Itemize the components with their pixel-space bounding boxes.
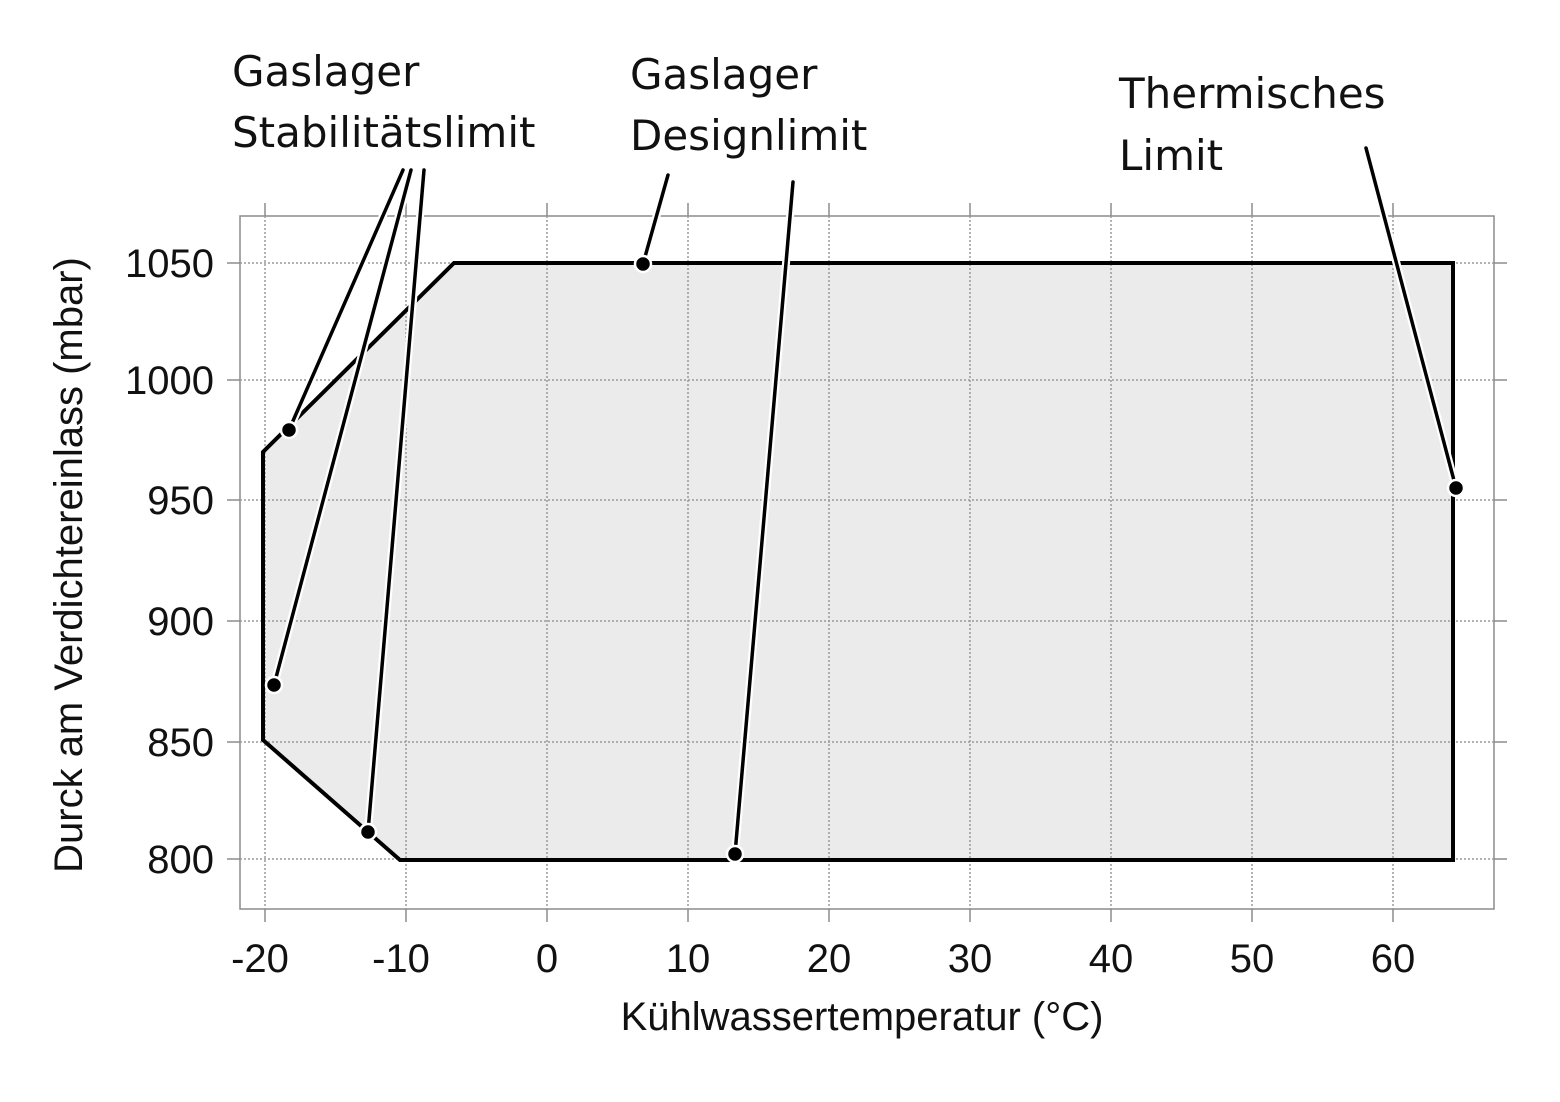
y-tick-label: 800: [147, 838, 214, 882]
x-tick-label: 10: [666, 937, 711, 981]
y-tick-label: 900: [147, 600, 214, 644]
marker-stability-lower: [358, 822, 378, 842]
marker-design-top: [633, 254, 653, 274]
label-thermal-line1: Thermisches: [1118, 69, 1386, 118]
annotation-markers: [264, 254, 1466, 864]
x-axis-title: Kühlwassertemperatur (°C): [621, 995, 1104, 1039]
label-design-line1: Gaslager: [630, 50, 818, 99]
label-thermal-line2: Limit: [1119, 131, 1223, 180]
x-tick-label: -10: [372, 937, 430, 981]
marker-stability-left: [264, 675, 284, 695]
x-tick-label: 0: [536, 937, 558, 981]
x-tick-labels: -20 -10 0 10 20 30 40 50 60: [231, 937, 1415, 981]
y-tick-label: 1000: [125, 359, 214, 403]
x-tick-label: -20: [231, 937, 289, 981]
label-design-line2: Designlimit: [630, 111, 867, 160]
marker-stability-upper: [279, 420, 299, 440]
y-tick-label: 850: [147, 721, 214, 765]
y-tick-labels: 1050 1000 950 900 850 800: [125, 242, 214, 882]
x-tick-label: 30: [948, 937, 993, 981]
marker-design-bottom: [725, 844, 745, 864]
y-tick-label: 1050: [125, 242, 214, 286]
plot-frame: [239, 215, 1495, 910]
marker-thermal: [1446, 478, 1466, 498]
x-tick-label: 50: [1230, 937, 1275, 981]
label-stability-line1: Gaslager: [232, 47, 420, 96]
y-axis-title: Durck am Verdichtereinlass (mbar): [47, 257, 91, 873]
envelope-outline: [261, 261, 1455, 862]
x-tick-label: 60: [1371, 937, 1416, 981]
operating-region: [263, 263, 1453, 860]
tick-marks: [227, 203, 1507, 922]
leader-lines: [270, 144, 1460, 858]
x-tick-label: 40: [1089, 937, 1134, 981]
grid: [240, 216, 1494, 909]
x-tick-label: 20: [807, 937, 852, 981]
y-tick-label: 950: [147, 479, 214, 523]
label-stability-line2: Stabilitätslimit: [232, 108, 535, 157]
